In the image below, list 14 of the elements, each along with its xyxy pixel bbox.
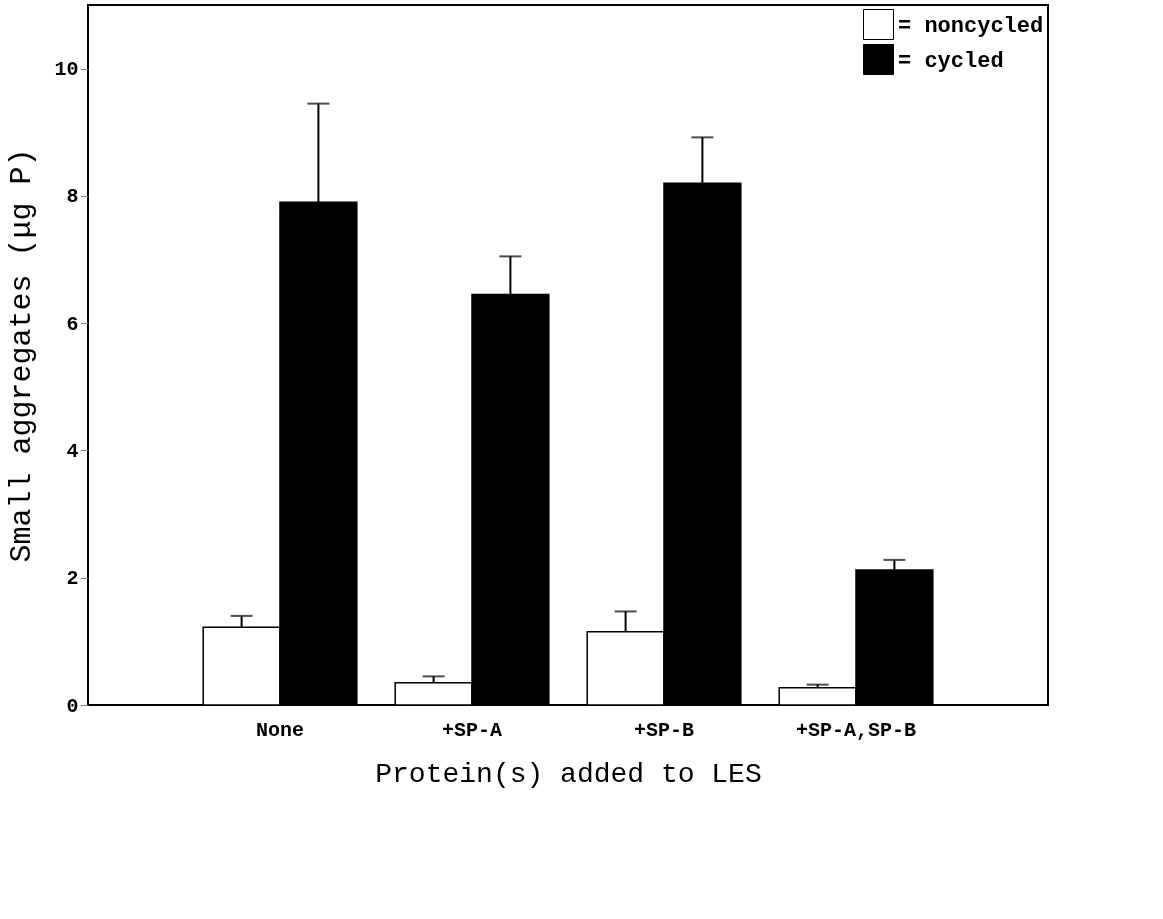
x-tick-label: +SP-A	[441, 718, 503, 742]
y-tick-label: 0	[66, 694, 79, 718]
x-tick-label: +SP-B	[633, 718, 695, 742]
y-tick-label: 6	[66, 312, 79, 336]
y-tick-label: 8	[66, 185, 79, 209]
y-tick-label: 10	[54, 58, 79, 82]
y-tick-label: 4	[66, 439, 79, 463]
x-tick-label: +SP-A,SP-B	[795, 718, 917, 742]
y-axis-title: Small aggregates (μg P)	[5, 148, 40, 563]
legend-label: = cycled	[898, 48, 1004, 74]
legend-label: = noncycled	[898, 13, 1044, 39]
y-tick-label: 2	[66, 567, 79, 591]
x-axis-title: Protein(s) added to LES	[375, 758, 762, 790]
x-tick-label: None	[255, 718, 305, 742]
